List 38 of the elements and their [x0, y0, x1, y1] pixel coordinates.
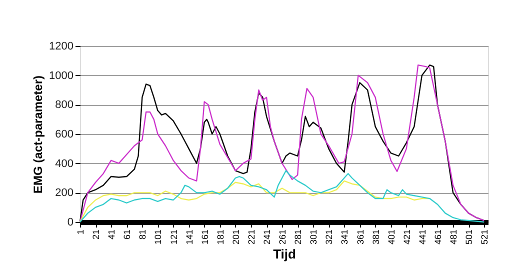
y-tick-label: 200 — [55, 187, 74, 200]
line-series — [79, 180, 430, 223]
x-tick-label: 241 — [262, 230, 272, 245]
x-tick-label: 181 — [215, 230, 226, 245]
y-tick-label: 1200 — [49, 40, 74, 52]
y-tick-label: 600 — [55, 128, 74, 140]
x-tick-label: 41 — [106, 230, 117, 240]
x-tick-label: 81 — [138, 230, 148, 240]
y-axis-title: EMG (act-parameter) — [31, 75, 46, 194]
x-tick-label: 341 — [340, 230, 350, 245]
x-tick-label: 161 — [200, 230, 210, 245]
x-tick-label: 201 — [230, 230, 241, 245]
x-tick-label: 141 — [184, 230, 194, 245]
x-tick-label: 1 — [76, 230, 86, 235]
x-tick-label: 381 — [370, 230, 381, 245]
x-tick-label: 221 — [246, 230, 256, 245]
x-tick-label: 61 — [122, 230, 132, 240]
x-tick-label: 321 — [324, 230, 334, 245]
x-tick-label: 281 — [293, 230, 304, 245]
x-axis-title: Tijd — [273, 246, 296, 262]
y-tick-label: 800 — [55, 99, 74, 112]
x-tick-label: 441 — [417, 230, 428, 245]
x-tick-label: 481 — [448, 230, 459, 245]
x-tick-label: 421 — [402, 230, 412, 245]
y-tick-label: 400 — [55, 158, 74, 170]
x-tick-label: 261 — [278, 230, 288, 245]
line-series — [79, 170, 485, 223]
x-tick-label: 101 — [153, 230, 164, 245]
x-tick-label: 301 — [308, 230, 319, 245]
x-tick-label: 401 — [386, 230, 396, 245]
x-tick-label: 21 — [91, 230, 102, 240]
x-tick-label: 501 — [464, 230, 474, 245]
x-tick-label: 461 — [432, 230, 443, 245]
x-tick-label: 361 — [355, 230, 366, 245]
y-tick-label: 0 — [67, 216, 74, 228]
x-tick-label: 121 — [168, 230, 179, 245]
x-tick-label: 521 — [480, 230, 490, 245]
y-tick-label: 1000 — [49, 70, 74, 82]
